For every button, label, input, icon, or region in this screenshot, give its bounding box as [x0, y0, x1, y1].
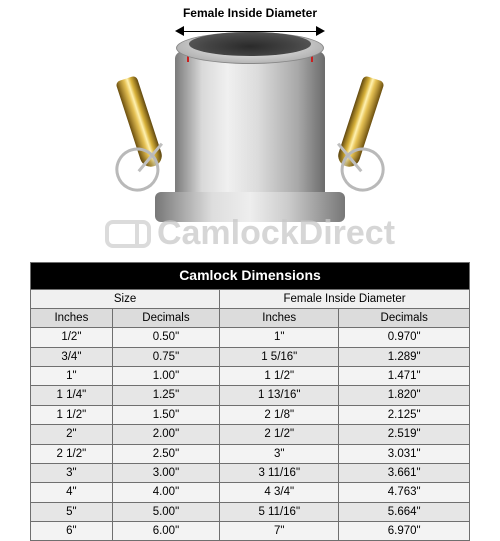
dimensions-table-container: Camlock Dimensions Size Female Inside Di…	[30, 262, 470, 541]
table-row: 6"6.00"7"6.970"	[31, 522, 470, 541]
table-cell: 1/2"	[31, 328, 113, 347]
bore-opening	[189, 32, 311, 56]
table-row: 5"5.00"5 11/16"5.664"	[31, 502, 470, 521]
table-cell: 6.00"	[112, 522, 219, 541]
table-title: Camlock Dimensions	[31, 263, 470, 290]
table-cell: 6"	[31, 522, 113, 541]
table-cell: 4"	[31, 483, 113, 502]
camlock-illustration	[130, 40, 370, 230]
table-row: 3/4"0.75"1 5/16"1.289"	[31, 347, 470, 366]
table-row: 1 1/2"1.50"2 1/8"2.125"	[31, 405, 470, 424]
table-cell: 0.50"	[112, 328, 219, 347]
table-cell: 7"	[220, 522, 339, 541]
table-row: 3"3.00"3 11/16"3.661"	[31, 463, 470, 482]
table-cell: 1 1/2"	[31, 405, 113, 424]
dimensions-table: Camlock Dimensions Size Female Inside Di…	[30, 262, 470, 541]
table-cell: 5 11/16"	[220, 502, 339, 521]
table-cell: 1.289"	[339, 347, 470, 366]
col-header: Decimals	[112, 308, 219, 327]
table-cell: 4.763"	[339, 483, 470, 502]
table-cell: 1.471"	[339, 367, 470, 386]
table-cell: 1"	[31, 367, 113, 386]
group-header-fid: Female Inside Diameter	[220, 289, 470, 308]
table-cell: 5.664"	[339, 502, 470, 521]
table-cell: 0.970"	[339, 328, 470, 347]
col-header: Decimals	[339, 308, 470, 327]
base-flange	[155, 192, 345, 222]
table-cell: 5.00"	[112, 502, 219, 521]
col-header: Inches	[31, 308, 113, 327]
table-row: 1/2"0.50"1"0.970"	[31, 328, 470, 347]
table-cell: 2 1/8"	[220, 405, 339, 424]
table-cell: 2"	[31, 425, 113, 444]
table-cell: 3 11/16"	[220, 463, 339, 482]
table-cell: 1"	[220, 328, 339, 347]
table-cell: 2.50"	[112, 444, 219, 463]
table-body: 1/2"0.50"1"0.970"3/4"0.75"1 5/16"1.289"1…	[31, 328, 470, 541]
table-cell: 6.970"	[339, 522, 470, 541]
dimension-label: Female Inside Diameter	[183, 6, 317, 20]
col-header: Inches	[220, 308, 339, 327]
table-row: 1 1/4"1.25"1 13/16"1.820"	[31, 386, 470, 405]
table-cell: 1.50"	[112, 405, 219, 424]
table-cell: 1.00"	[112, 367, 219, 386]
table-row: 2"2.00"2 1/2"2.519"	[31, 425, 470, 444]
table-cell: 2 1/2"	[31, 444, 113, 463]
table-cell: 1.25"	[112, 386, 219, 405]
table-cell: 1 1/2"	[220, 367, 339, 386]
table-row: 1"1.00"1 1/2"1.471"	[31, 367, 470, 386]
table-cell: 2.125"	[339, 405, 470, 424]
table-cell: 3/4"	[31, 347, 113, 366]
coupler-body	[175, 40, 325, 200]
table-cell: 1.820"	[339, 386, 470, 405]
table-cell: 1 1/4"	[31, 386, 113, 405]
table-cell: 4.00"	[112, 483, 219, 502]
table-row: 4"4.00"4 3/4"4.763"	[31, 483, 470, 502]
table-cell: 5"	[31, 502, 113, 521]
table-cell: 3.031"	[339, 444, 470, 463]
table-cell: 0.75"	[112, 347, 219, 366]
table-cell: 3"	[220, 444, 339, 463]
table-cell: 3"	[31, 463, 113, 482]
table-cell: 3.661"	[339, 463, 470, 482]
table-cell: 1 13/16"	[220, 386, 339, 405]
table-cell: 3.00"	[112, 463, 219, 482]
table-cell: 2 1/2"	[220, 425, 339, 444]
diagram-area: Female Inside Diameter	[0, 0, 500, 260]
table-cell: 1 5/16"	[220, 347, 339, 366]
table-cell: 2.00"	[112, 425, 219, 444]
table-cell: 2.519"	[339, 425, 470, 444]
table-cell: 4 3/4"	[220, 483, 339, 502]
table-row: 2 1/2"2.50"3"3.031"	[31, 444, 470, 463]
group-header-size: Size	[31, 289, 220, 308]
